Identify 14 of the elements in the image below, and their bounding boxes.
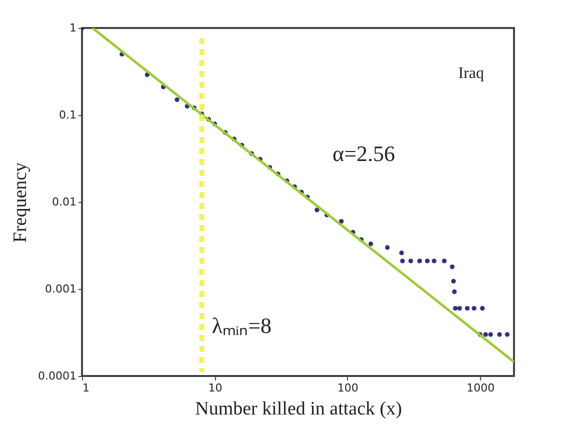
y-tick-label: 0.0001 (38, 370, 76, 382)
x-tick-label: 1000 (466, 382, 495, 394)
x-axis-title: Number killed in attack (x) (195, 398, 402, 420)
y-tick-label: 0.1 (59, 108, 76, 122)
x-tick-label: 10 (208, 382, 222, 394)
ref-line-label: λₘᵢₙ=8 (212, 313, 272, 338)
y-tick-label: 0.01 (52, 196, 76, 208)
y-tick-label: 0.001 (45, 282, 76, 296)
annotation: Iraq (458, 65, 484, 82)
x-tick-label: 100 (337, 382, 358, 394)
annotation: α=2.56 (332, 141, 395, 166)
y-axis-title: Frequency (10, 162, 32, 243)
x-tick-label: 1 (82, 382, 90, 394)
y-tick-label: 1 (70, 22, 76, 34)
